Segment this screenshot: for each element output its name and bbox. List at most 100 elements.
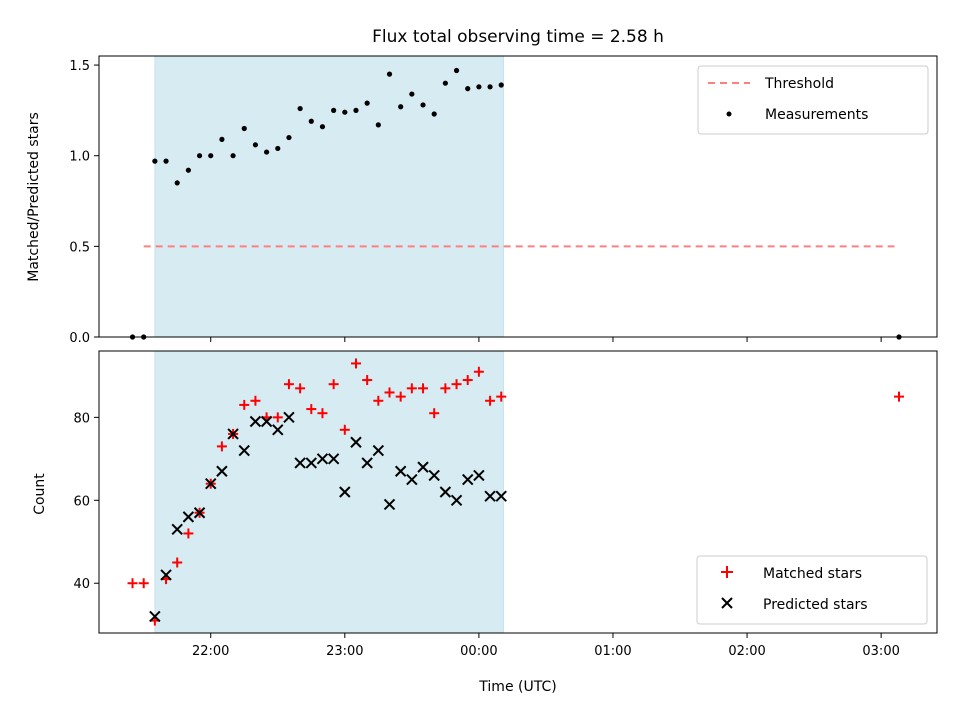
matched-star-point <box>362 375 373 386</box>
top-panel: 0.0 0.5 1.0 1.5 Matched/Predicted stars Thr… <box>26 55 938 346</box>
matched-star-point <box>462 375 473 386</box>
bottom-xtick-label-4: 02:00 <box>728 644 765 659</box>
measurement-point <box>498 82 504 88</box>
top-x-ticks <box>210 337 882 342</box>
measurement-point <box>252 142 259 148</box>
predicted-star-point <box>417 461 429 473</box>
bottom-ytick-label-1: 60 <box>73 494 90 509</box>
measurement-point <box>409 91 415 97</box>
matched-star-point <box>339 424 350 435</box>
legend-predicted-label: Predicted stars <box>763 597 868 613</box>
measurement-points <box>129 67 902 340</box>
measurement-point <box>453 67 460 74</box>
predicted-star-point <box>462 473 474 486</box>
bottom-xtick-label-0: 22:00 <box>192 644 229 659</box>
measurement-point <box>431 111 437 117</box>
predicted-star-point <box>450 494 463 507</box>
legend-matched-swatch <box>721 566 733 578</box>
matched-star-point <box>496 391 507 402</box>
predicted-star-point <box>193 507 206 519</box>
bottom-xtick-label-2: 00:00 <box>460 644 497 659</box>
measurement-point <box>331 107 337 113</box>
matched-star-point <box>406 383 417 394</box>
predicted-star-point <box>294 457 306 469</box>
matched-star-point <box>440 383 451 394</box>
matched-star-point <box>127 578 138 589</box>
matched-star-point <box>473 366 484 377</box>
predicted-star-point <box>249 415 262 428</box>
matched-star-point <box>451 379 462 390</box>
predicted-star-points <box>149 411 507 623</box>
predicted-star-point <box>316 453 329 465</box>
bottom-y-axis-label: Count <box>32 473 48 515</box>
predicted-star-point <box>361 457 373 469</box>
predicted-star-point <box>339 486 351 498</box>
matched-star-point <box>138 578 149 589</box>
measurement-point <box>230 153 236 159</box>
measurement-point <box>364 100 370 106</box>
predicted-star-point <box>484 490 496 502</box>
predicted-star-point <box>350 436 362 448</box>
top-axes-frame <box>98 55 938 338</box>
predicted-star-point <box>272 424 284 436</box>
x-axis-label: Time (UTC) <box>478 679 556 695</box>
measurement-point <box>264 149 270 155</box>
top-ytick-label-3: 1.5 <box>69 59 90 74</box>
measurement-point <box>308 118 314 124</box>
legend-matched-label: Matched stars <box>763 566 862 582</box>
bottom-x-ticks: 22:00 23:00 00:00 01:00 02:00 03:00 <box>192 633 900 659</box>
measurement-point <box>163 158 169 164</box>
predicted-star-point <box>149 610 161 623</box>
measurement-point <box>476 84 482 90</box>
bottom-legend: Matched stars Predicted stars <box>696 555 928 625</box>
matched-star-point <box>239 399 250 410</box>
predicted-star-point <box>160 569 172 581</box>
top-y-axis-label: Matched/Predicted stars <box>26 112 42 282</box>
bottom-y-ticks: 40 60 80 <box>73 411 99 592</box>
matched-star-point <box>373 395 384 406</box>
bottom-xtick-label-1: 23:00 <box>326 644 363 659</box>
bottom-panel: 40 60 80 22:00 23:00 00:00 01:00 02:00 03:00 Co… <box>32 350 938 695</box>
legend-predicted-swatch <box>721 597 733 609</box>
predicted-star-point <box>283 411 295 424</box>
bottom-shaded-span <box>154 350 504 634</box>
legend-measurements-label: Measurements <box>765 107 868 123</box>
measurement-point <box>241 125 247 132</box>
measurement-point <box>286 134 292 141</box>
predicted-star-point <box>495 490 507 502</box>
measurement-point <box>420 102 426 108</box>
matched-star-point <box>418 383 429 394</box>
measurement-point <box>152 158 158 164</box>
measurement-point <box>196 153 203 159</box>
measurement-point <box>386 71 393 77</box>
measurement-point <box>375 122 381 128</box>
top-ytick-label-2: 1.0 <box>69 150 90 165</box>
predicted-star-point <box>205 477 217 490</box>
matched-star-point <box>272 412 283 423</box>
top-legend-box <box>697 65 929 135</box>
top-ytick-label-0: 0.0 <box>69 331 90 346</box>
matched-star-point <box>216 441 227 452</box>
predicted-star-point <box>383 498 396 511</box>
matched-star-point <box>250 395 261 406</box>
bottom-xtick-label-5: 03:00 <box>862 644 899 659</box>
measurement-point <box>208 153 214 159</box>
measurement-point <box>319 124 326 130</box>
measurement-point <box>185 167 191 173</box>
matched-star-point <box>306 404 317 415</box>
bottom-ytick-label-0: 40 <box>73 577 90 592</box>
predicted-star-point <box>372 444 385 457</box>
predicted-star-point <box>227 428 239 440</box>
bottom-legend-box <box>696 555 928 625</box>
matched-star-point <box>429 408 440 419</box>
measurement-point <box>398 104 404 110</box>
measurement-point <box>275 145 281 152</box>
predicted-star-point <box>406 473 418 486</box>
legend-threshold-label: Threshold <box>764 76 834 92</box>
matched-star-point <box>894 391 905 402</box>
matched-star-point <box>485 395 496 406</box>
measurement-point <box>174 180 180 186</box>
predicted-star-point <box>394 465 407 477</box>
matched-star-point <box>395 391 406 402</box>
